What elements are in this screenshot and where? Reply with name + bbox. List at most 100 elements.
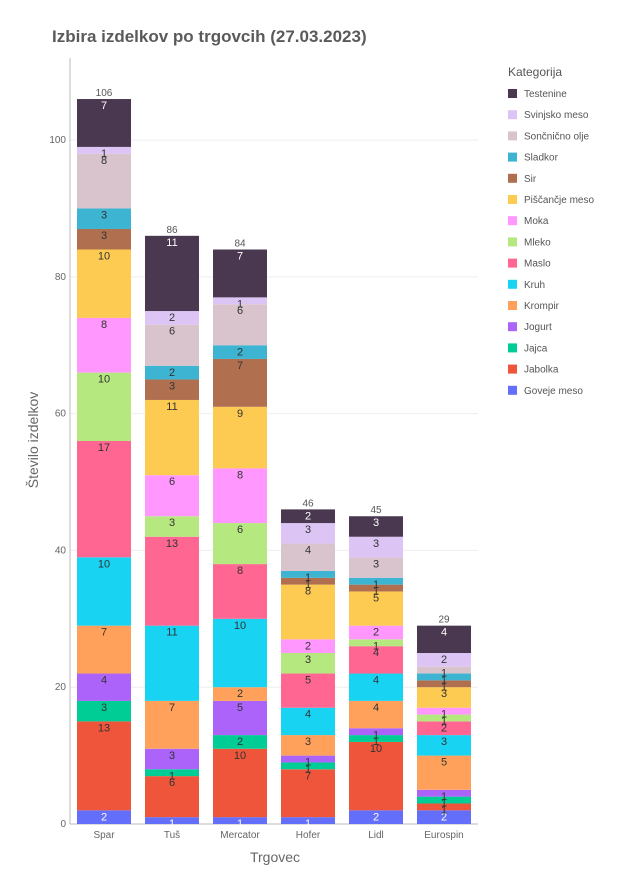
bar-segment-label: 6 [169, 326, 175, 338]
bar-segment [145, 311, 199, 325]
legend-item-label: Jabolka [524, 365, 559, 376]
legend-swatch [508, 152, 517, 162]
x-tick-label: Tuš [164, 830, 180, 841]
bar-segment [77, 700, 131, 722]
bar-segment-label: 3 [441, 688, 447, 700]
bar-segment [349, 591, 403, 626]
bar-segment [77, 557, 131, 626]
bar-segment-label: 3 [101, 230, 107, 242]
bar-segment-label: 6 [237, 524, 243, 536]
legend-item-label: Sir [524, 174, 537, 185]
bar-segment-label: 3 [305, 524, 311, 536]
bar-segment-label: 3 [305, 736, 311, 748]
bars-layer: 2133471017108103381710616137111336113262… [77, 88, 471, 830]
grid-layer [70, 139, 478, 688]
bar-segment [77, 625, 131, 674]
legend-swatch [508, 364, 517, 374]
bar-segment-label: 3 [101, 702, 107, 714]
bar-segment-label: 4 [441, 627, 447, 639]
bar-segment [281, 735, 335, 756]
bar-total-label: 86 [166, 225, 178, 236]
x-axis-title: Trgovec [250, 849, 300, 865]
bar-segment-label: 7 [305, 770, 311, 782]
bar-segment-label: 4 [305, 709, 311, 721]
chart-title: Izbira izdelkov po trgovcih (27.03.2023) [52, 27, 367, 46]
bar-segment-label: 11 [166, 237, 177, 249]
bar-segment [213, 304, 267, 346]
legend-swatch [508, 89, 517, 98]
y-tick-label: 40 [55, 545, 67, 556]
bar-segment [417, 735, 471, 756]
bar-segment [281, 817, 335, 824]
bar-segment [77, 441, 131, 558]
bar-segment-label: 1 [305, 818, 311, 830]
bar-segment-label: 3 [101, 209, 107, 221]
bar-segment [349, 700, 403, 729]
bar-segment-label: 10 [234, 620, 246, 632]
legend-swatch [508, 195, 517, 204]
bar-total-label: 46 [302, 498, 314, 509]
bar-segment [417, 810, 471, 824]
bar-segment-label: 1 [373, 729, 379, 741]
y-tick-label: 60 [55, 409, 67, 420]
legend-item-label: Mleko [524, 237, 551, 248]
y-axis-title: Število izdelkov [25, 392, 41, 489]
bar-segment-label: 17 [98, 442, 110, 454]
bar-segment [77, 317, 131, 373]
legend-swatch [508, 322, 517, 332]
legend-item-label: Sončnično olje [524, 131, 589, 142]
legend-item-label: Kruh [524, 280, 545, 291]
bar-segment [213, 564, 267, 619]
legend: Kategorija Testenine Svinjsko meso Sončnič… [508, 65, 594, 397]
bar-segment [281, 543, 335, 571]
bar-segment-label: 4 [373, 647, 379, 659]
bar-segment-label: 6 [237, 305, 243, 317]
bar-segment [213, 468, 267, 524]
legend-swatch [508, 301, 517, 310]
legend-swatch [508, 258, 517, 268]
bar-total-label: 106 [96, 88, 113, 99]
legend-swatch [508, 110, 517, 120]
bar-segment [417, 796, 471, 804]
bar-segment-label: 10 [98, 558, 110, 570]
x-tick-label: Mercator [220, 830, 260, 841]
bar-segment [213, 687, 267, 701]
bar-segment [213, 345, 267, 359]
x-tick-label: Lidl [368, 830, 384, 841]
bar-segment-label: 1 [441, 681, 447, 693]
bar-segment [349, 536, 403, 558]
bar-total-label: 45 [370, 505, 382, 516]
bar-segment-label: 8 [237, 565, 243, 577]
legend-item-label: Maslo [524, 259, 551, 270]
bar-segment [349, 516, 403, 537]
bar-segment-label: 9 [237, 408, 243, 420]
bar-segment [145, 379, 199, 400]
bar-segment [77, 153, 131, 209]
bar-segment-label: 1 [101, 148, 107, 160]
bar-segment [145, 365, 199, 380]
x-tick-label: Eurospin [424, 830, 463, 841]
bar-segment [77, 721, 131, 811]
bar-segment [213, 700, 267, 736]
bar-segment-label: 2 [169, 312, 175, 324]
bar-segment-label: 5 [373, 592, 379, 604]
bar-segment-label: 8 [237, 469, 243, 481]
bar-segment [417, 721, 471, 736]
bar-segment-label: 5 [441, 757, 447, 769]
bar-segment [77, 208, 131, 229]
bar-segment-label: 7 [237, 251, 243, 263]
bar-segment-label: 5 [237, 702, 243, 714]
bar-segment-label: 3 [441, 736, 447, 748]
bar-segment-label: 11 [166, 627, 177, 639]
bar-segment-label: 3 [305, 654, 311, 666]
bar-segment [213, 735, 267, 749]
bar-segment-label: 1 [441, 804, 447, 816]
bar-segment-label: 7 [101, 627, 107, 639]
bar-segment-label: 1 [441, 716, 447, 728]
bar-segment [77, 146, 131, 154]
bar-segment [349, 584, 403, 592]
bar-segment-label: 2 [237, 688, 243, 700]
bar-segment-label: 1 [169, 770, 175, 782]
bar-segment-label: 2 [237, 346, 243, 358]
bar-segment-label: 2 [305, 510, 311, 522]
